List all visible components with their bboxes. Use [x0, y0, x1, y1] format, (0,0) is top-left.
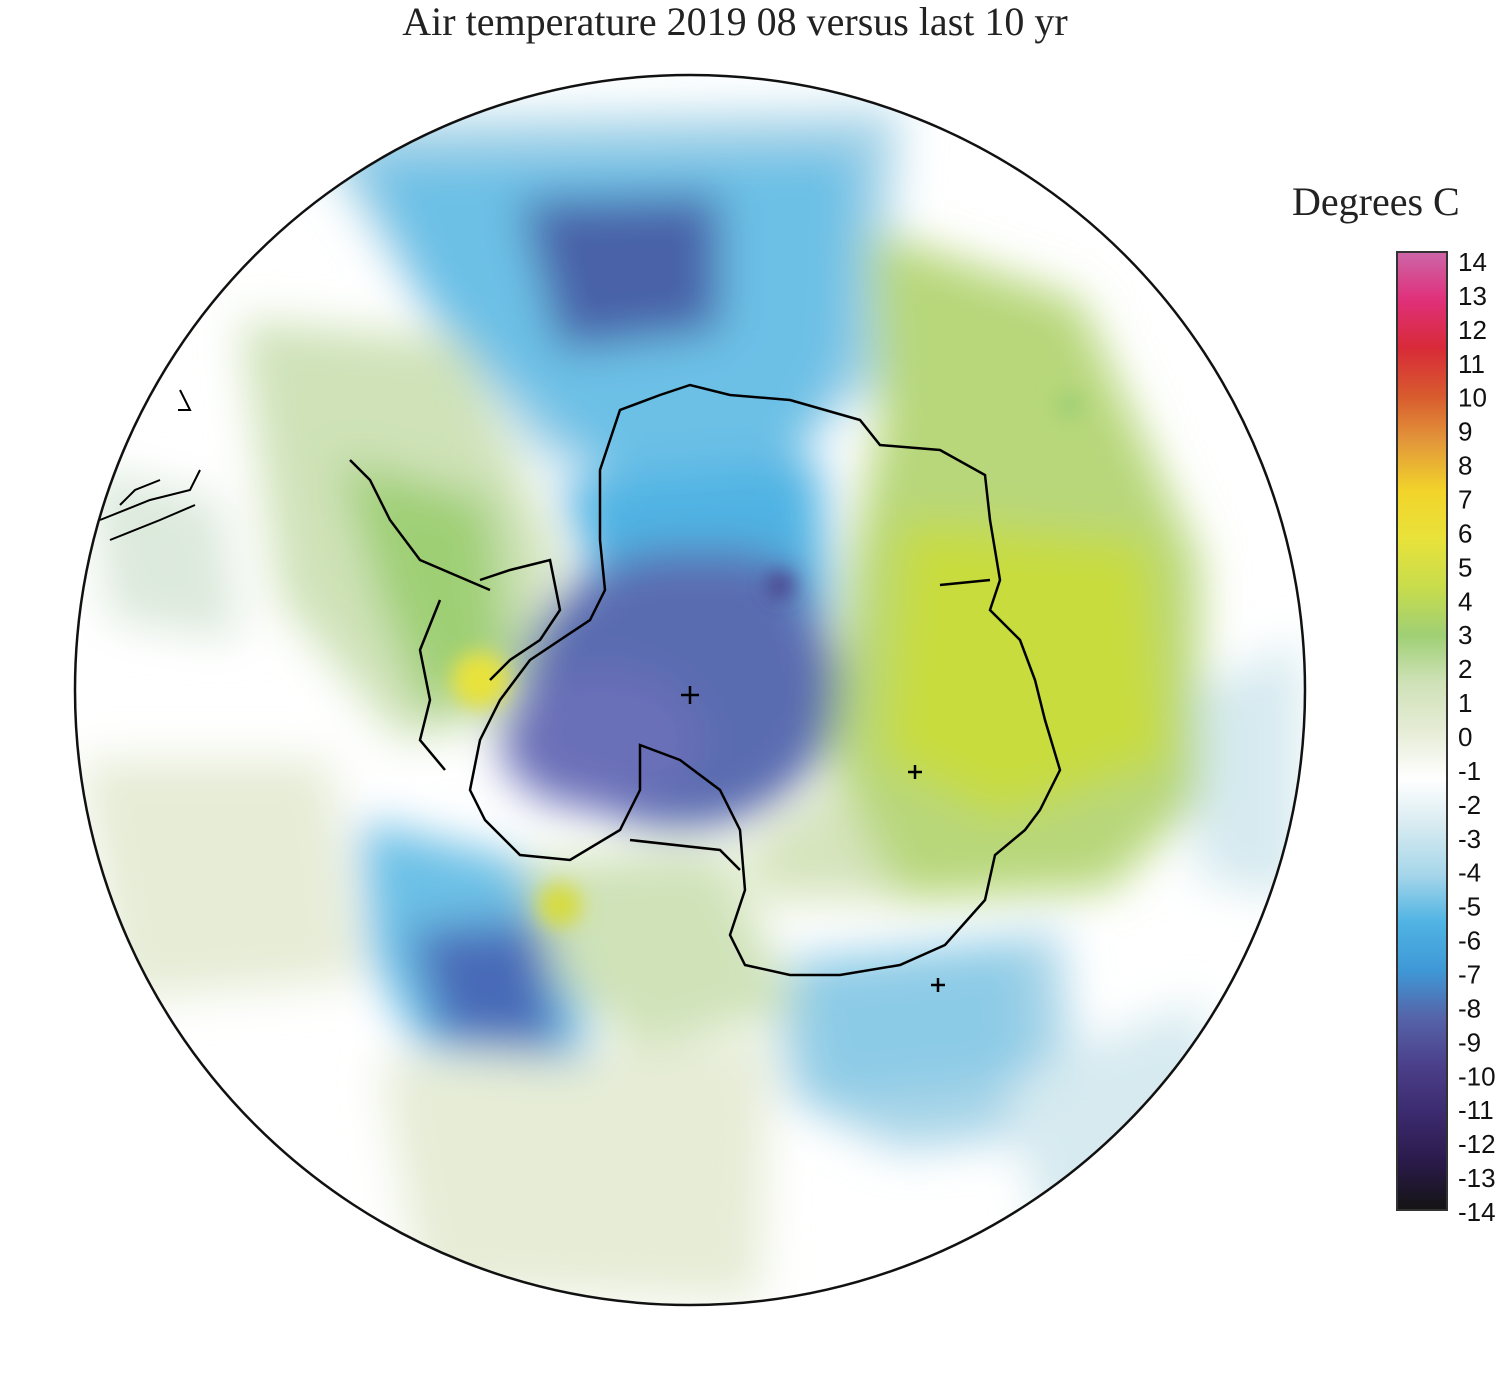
colorbar-tick-label: 4 — [1458, 586, 1472, 616]
colorbar-tick-label: 1 — [1458, 688, 1472, 718]
colorbar-tick-label: -7 — [1458, 960, 1481, 990]
colorbar-tick-label: 7 — [1458, 485, 1472, 515]
antarctica-coastline — [349, 383, 1062, 977]
map-boundary — [73, 73, 1307, 1307]
station-marker — [908, 765, 922, 779]
colorbar-tick-label: -2 — [1458, 790, 1481, 820]
colorbar-tick-label: 9 — [1458, 417, 1472, 447]
colorbar-tick-label: 10 — [1458, 383, 1487, 413]
colorbar-tick-label: -9 — [1458, 1027, 1481, 1057]
colorbar-tick-label: -5 — [1458, 892, 1481, 922]
colorbar-tick-label: 8 — [1458, 451, 1472, 481]
colorbar-tick-label: -8 — [1458, 993, 1481, 1023]
colorbar-tick-label: -11 — [1458, 1095, 1494, 1125]
colorbar-tick-label: 3 — [1458, 620, 1472, 650]
station-markers — [681, 686, 945, 992]
colorbar-tick-label: 12 — [1458, 315, 1487, 345]
map-title: Air temperature 2019 08 versus last 10 y… — [402, 0, 1068, 44]
colorbar-tick-label: -3 — [1458, 824, 1481, 854]
colorbar-tick-label: -1 — [1458, 756, 1481, 786]
south-america-tip — [99, 389, 201, 541]
colorbar-tick-label: 11 — [1458, 349, 1485, 379]
pole-marker — [681, 686, 699, 704]
colorbar-tick-label: 0 — [1458, 722, 1472, 752]
colorbar-tick-label: -13 — [1458, 1163, 1496, 1193]
colorbar-tick-label: 13 — [1458, 281, 1487, 311]
colorbar-tick-label: 2 — [1458, 654, 1472, 684]
colorbar-gradient — [1396, 251, 1448, 1211]
colorbar-tick-label: -4 — [1458, 858, 1481, 888]
colorbar-tick-label: -12 — [1458, 1129, 1496, 1159]
station-marker — [931, 978, 945, 992]
colorbar-tick-label: 5 — [1458, 552, 1472, 582]
polar-temperature-map — [73, 73, 1307, 1307]
colorbar-tick-label: 6 — [1458, 518, 1472, 548]
colorbar-tick-label: 14 — [1458, 247, 1487, 277]
colorbar-tick-label: -10 — [1458, 1061, 1496, 1091]
colorbar-tick-label: -6 — [1458, 926, 1481, 956]
colorbar-ticks: 14131211109876543210-1-2-3-4-5-6-7-8-9-1… — [1458, 247, 1496, 1227]
colorbar-tick-label: -14 — [1458, 1197, 1496, 1227]
legend-title: Degrees C — [1292, 179, 1460, 224]
